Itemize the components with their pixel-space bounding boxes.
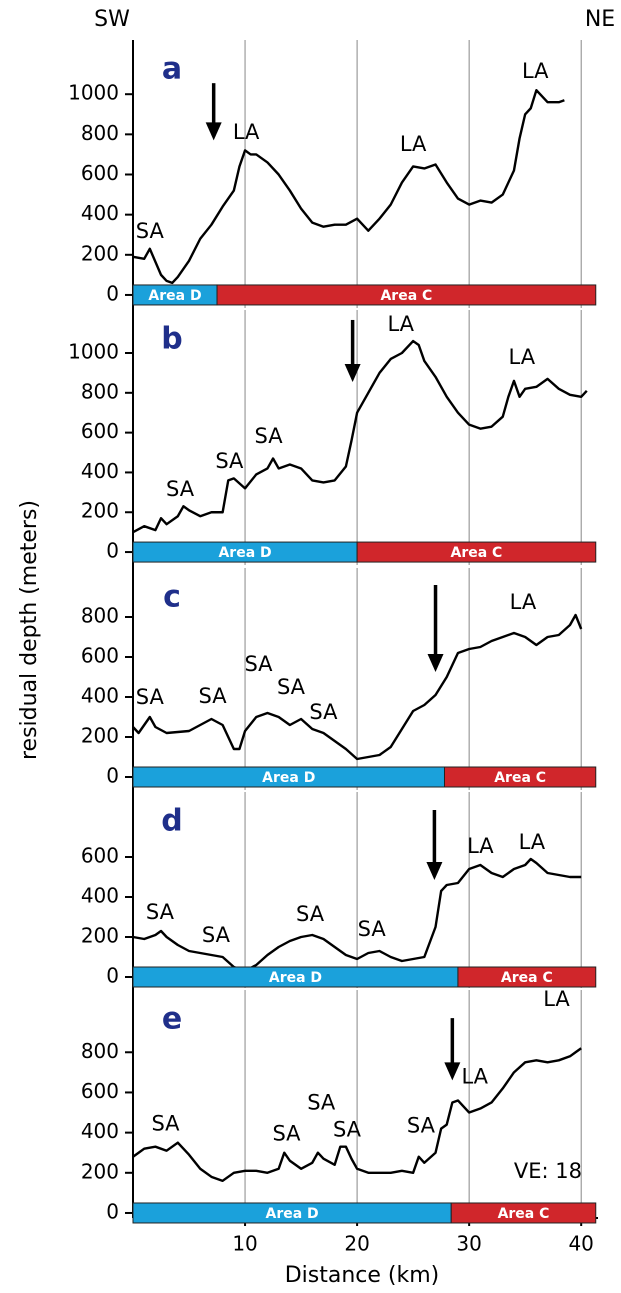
y-tick-label: 800 — [81, 604, 119, 628]
arrow-head — [427, 654, 444, 672]
region-label: Area D — [269, 970, 322, 986]
region-label: Area C — [451, 545, 503, 561]
region-bar — [356, 541, 597, 563]
y-tick-label: 400 — [81, 884, 119, 908]
corner-label: SW — [94, 7, 130, 32]
y-axis-label: residual depth (meters) — [17, 500, 42, 760]
region-label: Area D — [218, 545, 271, 561]
profile-line — [132, 1047, 582, 1183]
y-tick-label: 0 — [106, 1199, 119, 1223]
region-label: Area C — [380, 288, 432, 304]
annotation: LA — [233, 120, 260, 144]
annotation: LA — [461, 1064, 488, 1088]
y-tick-label: 1000 — [68, 81, 119, 105]
arrow-head — [444, 1062, 461, 1081]
panel-letter: d — [161, 804, 182, 839]
panel-letter: e — [162, 1002, 182, 1037]
annotation: LA — [467, 834, 494, 858]
y-tick-label: 800 — [81, 379, 119, 403]
annotation: SA — [296, 902, 325, 926]
profile-line — [132, 339, 588, 534]
annotation: LA — [543, 987, 570, 1011]
annotation: SA — [199, 684, 228, 708]
annotation: LA — [400, 132, 427, 156]
profile-line — [132, 613, 583, 761]
region-label: Area C — [498, 1206, 550, 1222]
arrow-head — [344, 364, 361, 383]
panel-letter: c — [163, 580, 181, 615]
annotation: LA — [510, 590, 537, 614]
region-label: Area C — [494, 770, 546, 786]
y-tick-label: 600 — [81, 419, 119, 443]
annotation: LA — [509, 345, 536, 369]
note: VE: 18 — [514, 1159, 582, 1183]
annotation: SA — [244, 652, 273, 676]
region-label: Area D — [148, 288, 201, 304]
annotation: LA — [522, 59, 549, 83]
panel-letter: b — [161, 322, 182, 357]
y-tick-label: 200 — [81, 1159, 119, 1183]
annotation: SA — [358, 917, 387, 941]
region-bar — [216, 284, 597, 306]
annotation: SA — [215, 449, 244, 473]
y-tick-label: 200 — [81, 724, 119, 748]
arrow-head — [205, 122, 222, 141]
arrow-head — [426, 862, 443, 880]
region-label: Area D — [262, 770, 315, 786]
region-bar — [443, 766, 597, 788]
annotation: SA — [146, 900, 175, 924]
y-tick-label: 800 — [81, 121, 119, 145]
region-label: Area D — [266, 1206, 319, 1222]
y-tick-label: 800 — [81, 1039, 119, 1063]
annotation: SA — [333, 1118, 362, 1142]
region-bar — [457, 966, 597, 988]
annotation: SA — [166, 477, 195, 501]
y-tick-label: 1000 — [68, 339, 119, 363]
y-tick-label: 600 — [81, 644, 119, 668]
annotation: SA — [255, 424, 284, 448]
y-tick-label: 400 — [81, 459, 119, 483]
annotation: SA — [277, 675, 306, 699]
y-tick-label: 200 — [81, 924, 119, 948]
annotation: SA — [136, 685, 165, 709]
y-tick-label: 200 — [81, 241, 119, 265]
x-tick-label: 20 — [344, 1232, 369, 1256]
annotation: SA — [136, 219, 165, 243]
x-axis-label: Distance (km) — [285, 1263, 440, 1288]
y-tick-label: 600 — [81, 844, 119, 868]
y-tick-label: 600 — [81, 1079, 119, 1103]
region-label: Area C — [501, 970, 553, 986]
annotation: SA — [309, 700, 338, 724]
y-tick-label: 600 — [81, 161, 119, 185]
y-tick-label: 400 — [81, 684, 119, 708]
y-tick-label: 400 — [81, 1119, 119, 1143]
annotation: LA — [519, 830, 546, 854]
region-bar — [450, 1202, 597, 1224]
annotation: SA — [202, 923, 231, 947]
annotation: SA — [407, 1114, 436, 1138]
x-tick-label: 30 — [456, 1232, 481, 1256]
y-tick-label: 200 — [81, 499, 119, 523]
y-tick-label: 0 — [106, 964, 119, 988]
y-tick-label: 400 — [81, 201, 119, 225]
y-tick-label: 0 — [106, 281, 119, 305]
panel-letter: a — [162, 52, 182, 87]
annotation: SA — [307, 1090, 336, 1114]
profile-line — [132, 88, 565, 285]
profile-line — [132, 857, 582, 973]
x-tick-label: 10 — [232, 1232, 257, 1256]
annotation: LA — [388, 312, 415, 336]
x-tick-label: 40 — [568, 1232, 593, 1256]
y-tick-label: 0 — [106, 539, 119, 563]
annotation: SA — [151, 1112, 180, 1136]
y-tick-label: 0 — [106, 764, 119, 788]
corner-label: NE — [585, 7, 615, 32]
annotation: SA — [272, 1122, 301, 1146]
